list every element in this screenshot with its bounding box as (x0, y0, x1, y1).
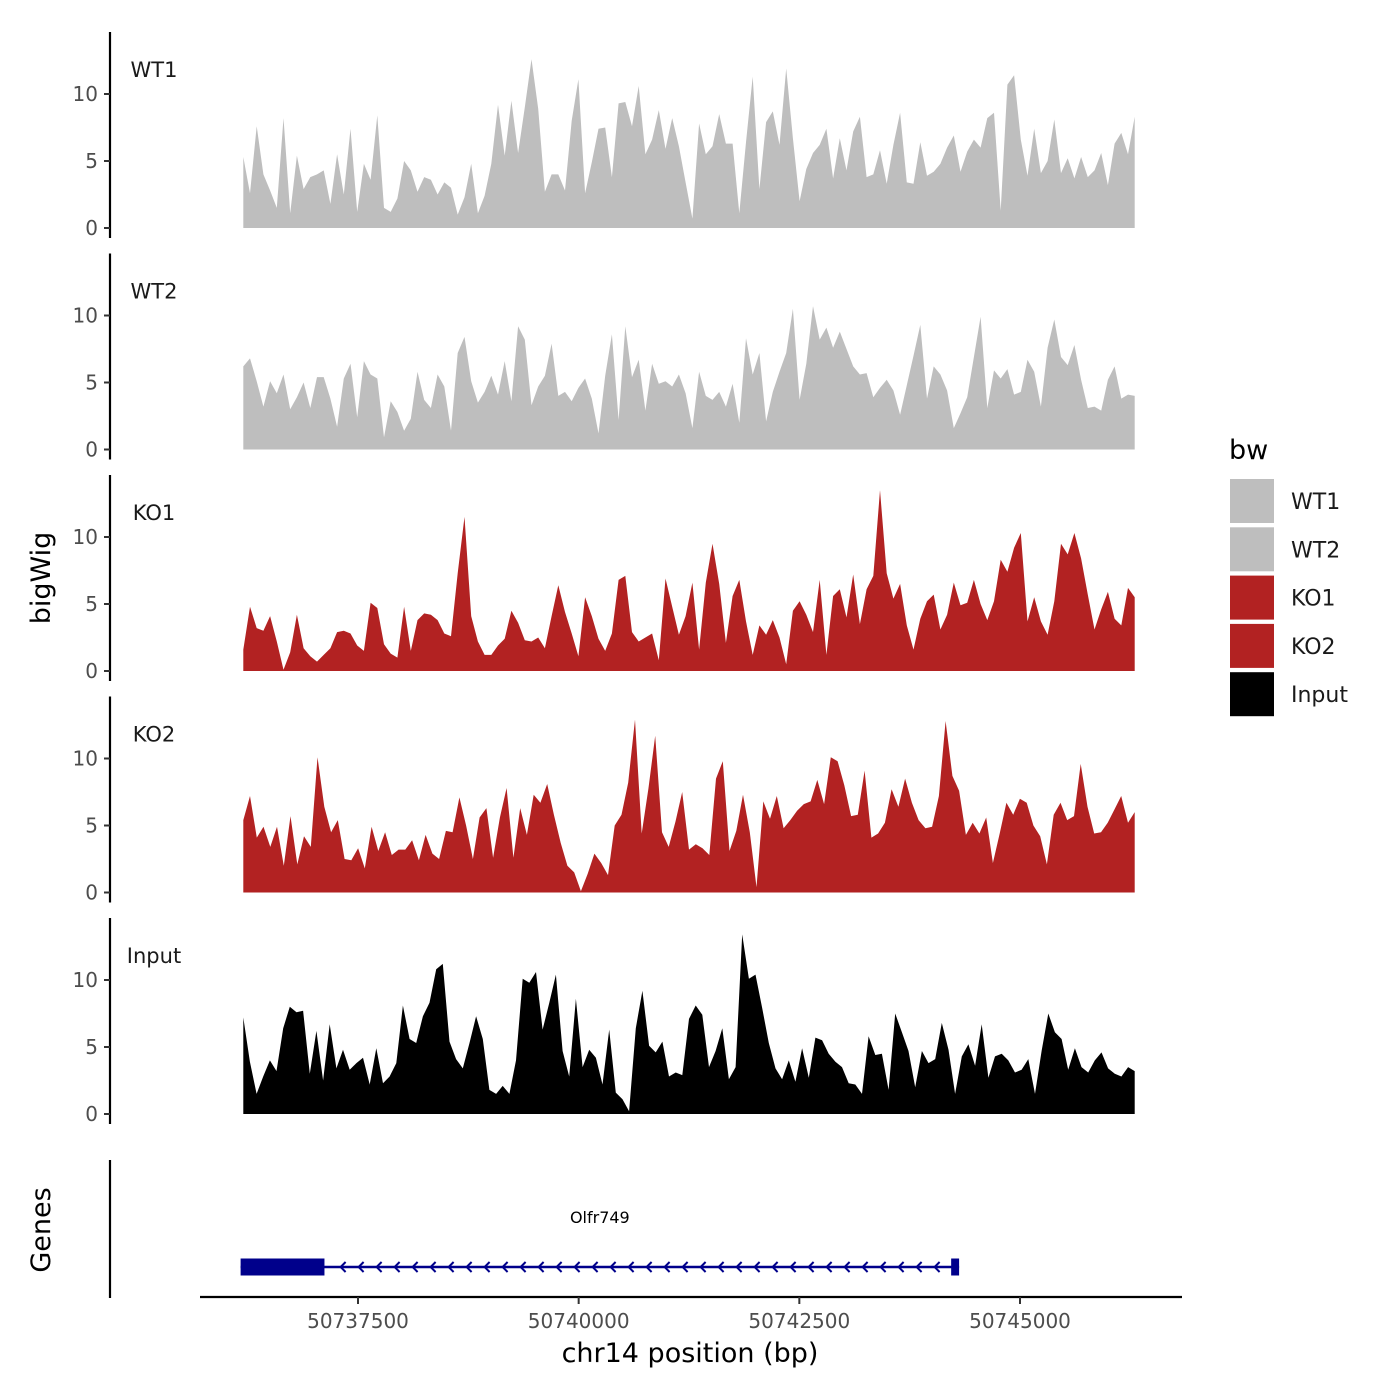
y-tick-label: 5 (85, 814, 98, 838)
y-tick-label: 5 (85, 592, 98, 616)
legend-title: bw (1229, 435, 1268, 466)
y-tick-label: 0 (85, 881, 98, 905)
track-wt2: 0 5 10 WT2 (73, 253, 1135, 462)
strand-arrow (699, 1261, 707, 1273)
x-tick-label: 50737500 (307, 1309, 409, 1333)
strand-arrow (627, 1261, 635, 1273)
strand-arrow (897, 1261, 905, 1273)
y-tick-label: 5 (85, 1035, 98, 1059)
strand-arrow (825, 1261, 833, 1273)
strand-arrow (411, 1261, 419, 1273)
strand-arrow (933, 1261, 941, 1273)
track-label: Input (127, 944, 181, 968)
strand-arrow (591, 1261, 599, 1273)
y-tick-label: 0 (85, 438, 98, 462)
strand-arrow (735, 1261, 743, 1273)
track-label: WT2 (131, 279, 178, 303)
strand-arrow (807, 1261, 815, 1273)
track-wt1: 0 5 10 WT1 (73, 32, 1135, 240)
legend-swatch (1230, 575, 1274, 620)
strand-arrow (447, 1261, 455, 1273)
coverage-area-input (243, 934, 1135, 1114)
legend-label: KO2 (1291, 635, 1336, 660)
strand-arrow (879, 1261, 887, 1273)
x-axis-ticks: 50737500 50740000 50742500 50745000 (307, 1297, 1071, 1333)
genes-axis-title: Genes (26, 1187, 57, 1272)
y-tick-label: 5 (85, 371, 98, 395)
strand-arrow (663, 1261, 671, 1273)
strand-arrow (429, 1261, 437, 1273)
y-tick-label: 10 (73, 747, 98, 771)
legend-entry-ko1: KO1 (1230, 575, 1336, 620)
strand-arrow (339, 1261, 347, 1273)
legend-entry-wt1: WT1 (1230, 479, 1340, 523)
track-label: KO2 (133, 722, 176, 746)
strand-arrow (537, 1261, 545, 1273)
legend-swatch (1230, 479, 1274, 523)
strand-arrow (501, 1261, 509, 1273)
legend-swatch (1230, 623, 1274, 668)
y-tick-label: 0 (85, 659, 98, 683)
legend-label: WT2 (1291, 538, 1340, 563)
gene-olfr749: Olfr749 (240, 1208, 960, 1276)
strand-arrow (573, 1261, 581, 1273)
strand-arrow (357, 1261, 365, 1273)
y-tick-label: 5 (85, 149, 98, 173)
gene-name-label: Olfr749 (570, 1208, 630, 1227)
legend: bw WT1 WT2 KO1 KO2 Input (1229, 435, 1348, 717)
strand-arrow (645, 1261, 653, 1273)
y-tick-label: 10 (73, 82, 98, 106)
coverage-area-wt1 (243, 59, 1135, 229)
x-axis-title: chr14 position (bp) (562, 1338, 819, 1369)
coverage-area-wt2 (243, 306, 1135, 450)
strand-arrow (843, 1261, 851, 1273)
x-tick-label: 50745000 (969, 1309, 1071, 1333)
strand-arrow (771, 1261, 779, 1273)
coverage-tracks: 0 5 10 WT1 0 5 10 WT2 0 5 10 KO1 0 5 10 KO2 0 5 10 Input (73, 32, 1135, 1126)
track-ko1: 0 5 10 KO1 (73, 475, 1135, 683)
legend-entry-ko2: KO2 (1230, 623, 1336, 668)
y-tick-label: 0 (85, 1102, 98, 1126)
strand-arrow (789, 1261, 797, 1273)
legend-label: WT1 (1291, 490, 1340, 515)
legend-swatch (1230, 672, 1274, 717)
y-tick-label: 0 (85, 216, 98, 240)
track-label: WT1 (131, 58, 178, 82)
gene-models: Olfr749 (240, 1208, 960, 1276)
strand-arrow (519, 1261, 527, 1273)
gene-exon (951, 1258, 960, 1276)
strand-arrow (609, 1261, 617, 1273)
y-tick-label: 10 (73, 304, 98, 328)
strand-arrow (681, 1261, 689, 1273)
track-input: 0 5 10 Input (73, 918, 1135, 1126)
gene-panel: Olfr749 50737500 50740000 50742500 50745000 (108, 1160, 1182, 1333)
strand-arrow (861, 1261, 869, 1273)
y-tick-label: 10 (73, 968, 98, 992)
strand-arrow (555, 1261, 563, 1273)
legend-label: KO1 (1291, 587, 1336, 612)
strand-arrow (483, 1261, 491, 1273)
coverage-area-ko2 (243, 719, 1135, 893)
x-tick-label: 50742500 (748, 1309, 850, 1333)
legend-entry-wt2: WT2 (1230, 527, 1340, 572)
strand-arrow (465, 1261, 473, 1273)
legend-swatch (1230, 527, 1274, 572)
strand-arrow (717, 1261, 725, 1273)
legend-label: Input (1291, 683, 1348, 708)
y-tick-label: 10 (73, 525, 98, 549)
legend-entry-input: Input (1230, 672, 1348, 717)
strand-arrow (393, 1261, 401, 1273)
coverage-area-ko1 (243, 490, 1135, 671)
track-label: KO1 (133, 501, 176, 525)
strand-arrow (753, 1261, 761, 1273)
gene-exon (240, 1258, 325, 1276)
track-ko2: 0 5 10 KO2 (73, 696, 1135, 905)
y-axis-title: bigWig (26, 532, 57, 625)
strand-arrow (915, 1261, 923, 1273)
x-tick-label: 50740000 (528, 1309, 630, 1333)
strand-arrow (375, 1261, 383, 1273)
